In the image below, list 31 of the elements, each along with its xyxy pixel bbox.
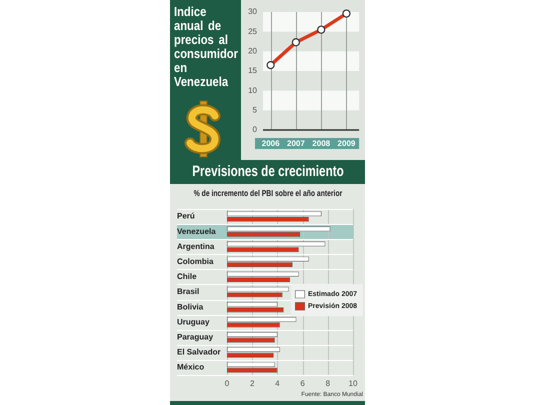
x-tick-label: 6: [300, 379, 306, 388]
y-tick-label: Perú: [177, 212, 195, 221]
y-tick-label: 10: [248, 86, 258, 95]
y-tick-label: México: [177, 362, 204, 372]
x-tick-label: 4: [275, 379, 280, 388]
x-tick-label: 10: [348, 379, 358, 388]
y-tick-label: Argentina: [177, 242, 215, 251]
y-tick-label: 30: [248, 7, 258, 16]
x-tick-label: 2: [250, 379, 255, 388]
y-tick-label: 0: [252, 125, 258, 134]
x-tick-label: 8: [326, 379, 331, 388]
y-tick-label: 15: [248, 66, 258, 76]
y-tick-label: El Salvador: [177, 348, 221, 357]
y-tick-label: Bolivia: [177, 302, 204, 312]
y-tick-label: Colombia: [177, 257, 214, 266]
y-tick-label: 25: [248, 26, 258, 36]
y-tick-label: 20: [248, 46, 258, 56]
y-tick-label: 5: [252, 106, 258, 115]
y-tick-label: Chile: [177, 272, 198, 282]
y-tick-label: Paraguay: [177, 332, 214, 342]
y-tick-label: Venezuela: [177, 226, 216, 236]
y-tick-label: Brasil: [177, 287, 200, 296]
x-tick-label: 2006: [262, 139, 280, 148]
chart-title: Previsiones de crecimiento: [192, 163, 344, 180]
x-tick-label: 0: [224, 379, 230, 388]
y-tick-label: Uruguay: [177, 317, 210, 326]
x-tick-label: 2007: [287, 139, 306, 148]
text: Indice anual de precios al consumidor en Venezuela: [174, 4, 238, 89]
chart-subtitle: % de incremento del PBI sobre el año anterior: [193, 188, 342, 198]
x-tick-label: 2009: [338, 139, 356, 148]
x-tick-label: 2008: [312, 139, 331, 148]
